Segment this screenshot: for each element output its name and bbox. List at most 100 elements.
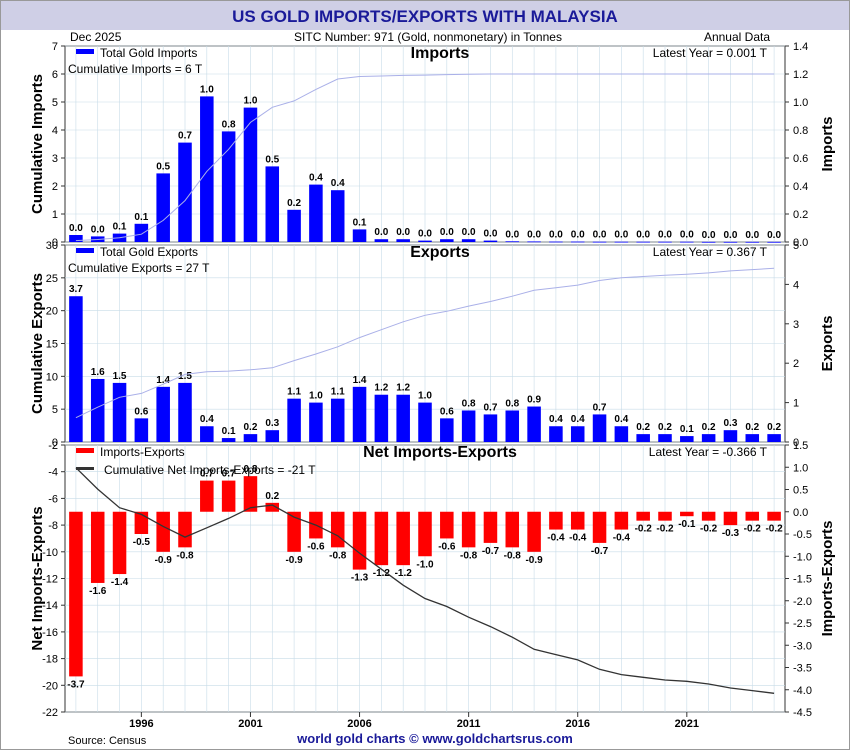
bar-2019 (636, 511, 650, 521)
bar-2012 (483, 240, 498, 242)
legend-line: Cumulative Net Imports-Exports = -21 T (104, 463, 316, 477)
latest-year-label: Latest Year = 0.367 T (653, 245, 768, 259)
right-tick-label: 0.6 (793, 153, 808, 165)
bar-2008 (396, 239, 410, 242)
bar-label-1996: 0.1 (134, 212, 148, 223)
right-tick-label: -4.5 (793, 707, 812, 719)
bar-2008 (396, 394, 410, 442)
bar-label-2023: 0.0 (724, 230, 738, 241)
legend-swatch-bars (76, 248, 94, 253)
bar-2004 (309, 184, 323, 242)
panel-title: Imports (411, 45, 470, 62)
title-bar (1, 1, 849, 30)
cumulative-line (75, 73, 775, 242)
bar-2024 (745, 511, 760, 521)
bar-2015 (549, 241, 563, 243)
bar-2007 (374, 239, 389, 242)
bar-2021 (680, 511, 694, 517)
bar-1997 (156, 386, 170, 442)
bar-2012 (483, 511, 498, 543)
bar-label-2004: 1.0 (309, 391, 323, 402)
left-tick-label: 5 (52, 404, 58, 416)
right-tick-label: 0 (793, 437, 799, 449)
bar-2017 (592, 414, 607, 442)
bar-2010 (440, 239, 454, 242)
left-tick-label: 10 (46, 371, 58, 383)
panel-title: Net Imports-Exports (363, 444, 517, 461)
bar-label-1999: 1.0 (200, 84, 214, 95)
right-tick-label: 0.0 (793, 507, 808, 519)
bar-1998 (178, 142, 192, 242)
left-axis-title: Net Imports-Exports (29, 506, 46, 650)
x-tick-label: 2011 (457, 718, 481, 730)
bar-label-2020: 0.0 (658, 230, 672, 241)
bar-label-2007: -1.2 (373, 568, 391, 579)
bar-2006 (352, 511, 367, 570)
bar-label-2021: 0.1 (680, 424, 694, 435)
bar-2019 (636, 241, 650, 243)
right-tick-label: -1.5 (793, 574, 812, 586)
latest-year-label: Latest Year = 0.001 T (653, 46, 768, 60)
left-tick-label: -4 (48, 467, 58, 479)
bar-2009 (418, 402, 432, 442)
legend-bars: Total Gold Imports (100, 46, 197, 60)
left-tick-label: 3 (52, 153, 58, 165)
right-tick-label: 1.5 (793, 440, 808, 452)
bar-2023 (723, 241, 738, 243)
bar-2015 (549, 511, 563, 530)
bar-2020 (658, 241, 672, 243)
right-tick-label: -3.0 (793, 640, 812, 652)
right-tick-label: -2.5 (793, 618, 812, 630)
bar-label-2006: -1.3 (351, 573, 369, 584)
bar-2006 (352, 229, 367, 242)
bar-2018 (614, 241, 629, 243)
bar-label-2008: 0.0 (396, 227, 410, 238)
bar-label-2003: -0.9 (285, 555, 303, 566)
bar-2001 (243, 434, 258, 442)
bar-2007 (374, 511, 389, 566)
bar-label-2020: -0.2 (656, 524, 674, 535)
bar-2023 (723, 430, 738, 442)
bar-2003 (287, 511, 301, 552)
bar-1996 (134, 418, 149, 442)
bar-2002 (265, 430, 280, 442)
bar-2021 (680, 241, 694, 243)
bar-2022 (701, 241, 716, 243)
bar-2017 (592, 241, 607, 243)
right-tick-label: -3.5 (793, 663, 812, 675)
bar-label-2001: 1.0 (244, 96, 258, 107)
bar-label-2012: 0.0 (484, 229, 498, 240)
left-tick-label: -6 (48, 493, 58, 505)
bar-label-2016: 0.4 (571, 414, 585, 425)
left-tick-label: -18 (42, 654, 58, 666)
bar-2011 (461, 511, 476, 548)
left-tick-label: -2 (48, 440, 58, 452)
bar-2016 (570, 511, 585, 530)
bar-label-2025: 0.2 (767, 422, 781, 433)
bar-label-1998: 0.7 (178, 131, 192, 142)
bar-label-2017: -0.7 (591, 546, 609, 557)
bar-label-2019: 0.0 (636, 230, 650, 241)
right-tick-label: 5 (793, 240, 799, 252)
bar-label-2006: 0.1 (353, 217, 367, 228)
legend-bars: Total Gold Exports (100, 245, 198, 259)
right-tick-label: 4 (793, 279, 799, 291)
bar-2000 (221, 131, 236, 242)
legend-swatch-bars (76, 448, 94, 453)
bar-label-1999: 0.4 (200, 414, 214, 425)
bar-label-2011: -0.8 (460, 550, 478, 561)
bar-2014 (527, 511, 541, 552)
bar-1996 (134, 223, 149, 242)
right-tick-label: -1.0 (793, 551, 812, 563)
bar-label-1997: 1.4 (156, 375, 170, 386)
bar-label-2025: -0.2 (765, 524, 783, 535)
left-tick-label: -14 (42, 600, 58, 612)
bar-label-1994: 0.0 (91, 224, 105, 235)
bar-label-2014: 0.9 (527, 395, 541, 406)
bar-2000 (221, 480, 236, 512)
bar-label-2023: -0.3 (722, 528, 740, 539)
sitc-label: SITC Number: 971 (Gold, nonmonetary) in … (294, 30, 562, 44)
bar-label-2008: 1.2 (396, 383, 410, 394)
left-tick-label: 1 (52, 209, 58, 221)
bar-2019 (636, 434, 650, 442)
